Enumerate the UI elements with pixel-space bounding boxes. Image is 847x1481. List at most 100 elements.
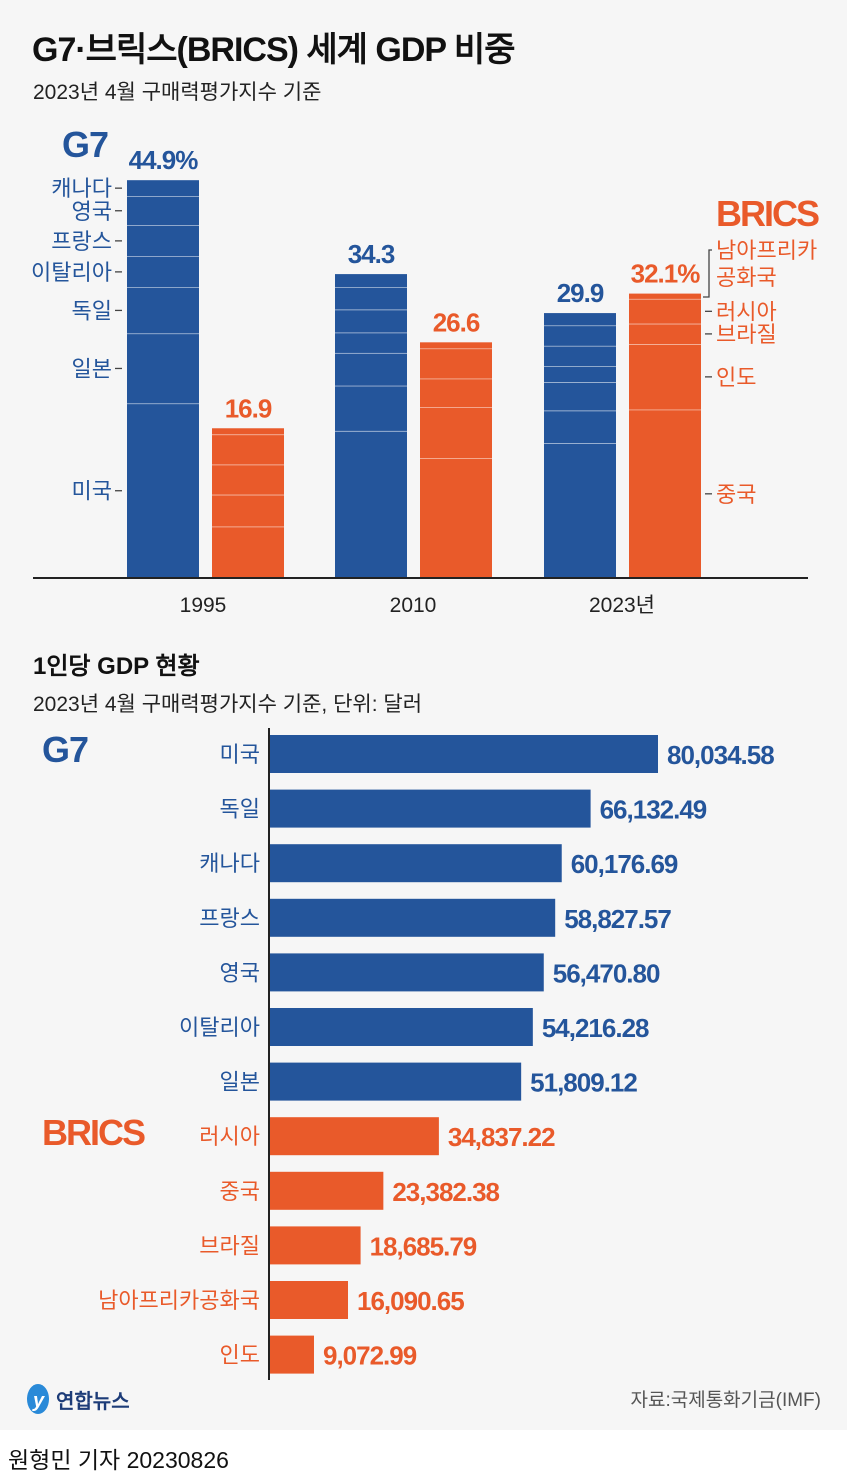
hbar-g7	[270, 1008, 533, 1046]
total-label: 34.3	[348, 239, 395, 269]
hbar-g7	[270, 1062, 522, 1101]
category-label: 러시아	[199, 1124, 260, 1149]
logo-globe-icon: y	[27, 1384, 49, 1414]
category-label: 브라질	[199, 1233, 260, 1258]
stacked-segment-g7	[544, 345, 616, 367]
segment-label-g7: 영국	[72, 199, 112, 224]
category-label: 남아프리카공화국	[98, 1288, 260, 1313]
stacked-segment-g7	[544, 443, 616, 578]
total-label: 16.9	[225, 393, 272, 423]
total-label: 44.9%	[129, 145, 199, 175]
stacked-segment-g7	[127, 180, 199, 197]
category-label: 중국	[220, 1179, 260, 1204]
segment-label-brics: 공화국	[716, 265, 777, 290]
chart-canvas: 44.9% 34.3 29.9 16.9 26.6 32.1% 1995 2010 2023년 G…	[31, 124, 821, 1380]
stacked-segment-g7	[335, 352, 407, 386]
segment-label-brics: 러시아	[716, 299, 777, 324]
yonhap-logo: y 연합뉴스	[24, 1383, 130, 1415]
value-label: 51,809.12	[530, 1068, 637, 1098]
category-label: 캐나다	[199, 851, 260, 876]
stacked-segment-g7	[335, 309, 407, 333]
hbar-g7	[270, 789, 591, 828]
total-label: 26.6	[433, 307, 480, 337]
x-tick-label: 2010	[390, 594, 437, 617]
stacked-segment-brics	[212, 428, 284, 435]
stacked-segment-brics	[629, 344, 701, 410]
stacked-segment-brics	[212, 464, 284, 495]
stacked-segment-g7	[127, 333, 199, 404]
stacked-segment-g7	[335, 287, 407, 310]
chart-subtitle: 2023년 4월 구매력평가지수 기준	[33, 81, 322, 104]
segment-label-g7: 독일	[72, 298, 112, 323]
hbar-brics	[270, 1226, 361, 1265]
stacked-segment-g7	[127, 225, 199, 257]
stacked-segment-brics	[212, 526, 284, 578]
hbar-g7	[270, 735, 658, 773]
segment-label-g7: 캐나다	[51, 176, 112, 201]
value-label: 16,090.65	[357, 1286, 464, 1316]
stacked-segment-g7	[127, 256, 199, 288]
total-label: 29.9	[557, 278, 604, 308]
logo-text: 연합뉴스	[56, 1390, 130, 1413]
stacked-segment-brics	[629, 293, 701, 299]
stacked-segment-g7	[335, 332, 407, 353]
legend-brics: BRICS	[716, 193, 819, 234]
segment-label-g7: 이탈리아	[31, 260, 112, 285]
byline: 원형민 기자 20230826	[8, 1447, 229, 1473]
legend-g7: G7	[62, 124, 108, 165]
stacked-segment-g7	[127, 287, 199, 334]
hbar-brics	[270, 1335, 314, 1374]
stacked-segment-brics	[629, 409, 701, 578]
value-label: 9,072.99	[323, 1341, 417, 1371]
chart-title: G7·브릭스(BRICS) 세계 GDP 비중	[32, 31, 515, 69]
group-label-brics: BRICS	[42, 1112, 145, 1153]
stacked-segment-g7	[544, 325, 616, 346]
category-label: 영국	[220, 960, 260, 985]
value-label: 66,132.49	[600, 795, 707, 825]
category-label: 미국	[220, 742, 260, 767]
segment-label-brics: 인도	[716, 365, 756, 390]
hbar-brics	[270, 1117, 439, 1156]
category-label: 인도	[220, 1343, 260, 1368]
stacked-segment-brics	[629, 323, 701, 345]
value-label: 23,382.38	[392, 1177, 499, 1207]
x-tick-label: 1995	[180, 594, 227, 617]
segment-label-brics: 중국	[716, 482, 756, 507]
segment-label-g7: 미국	[72, 479, 112, 504]
category-label: 일본	[220, 1070, 260, 1095]
stacked-segment-brics	[420, 458, 492, 578]
value-label: 58,827.57	[564, 904, 671, 934]
stacked-segment-g7	[544, 313, 616, 326]
source-note: 자료:국제통화기금(IMF)	[630, 1390, 822, 1411]
segment-label-g7: 프랑스	[51, 229, 112, 254]
value-label: 34,837.22	[448, 1122, 555, 1152]
total-label: 32.1%	[631, 259, 701, 289]
hbar-brics	[270, 1281, 349, 1319]
svg-text:y: y	[32, 1390, 45, 1412]
per-capita-subtitle: 2023년 4월 구매력평가지수 기준, 단위: 달러	[33, 693, 423, 716]
category-label: 이탈리아	[179, 1015, 260, 1040]
stacked-segment-brics	[212, 494, 284, 527]
stacked-segment-g7	[335, 385, 407, 431]
stacked-segment-brics	[420, 407, 492, 459]
stacked-segment-g7	[335, 430, 407, 578]
stacked-segment-brics	[629, 298, 701, 324]
x-tick-label: 2023년	[589, 594, 655, 617]
hbar-g7	[270, 953, 544, 992]
value-label: 18,685.79	[370, 1231, 477, 1261]
value-label: 60,176.69	[571, 849, 678, 879]
hbar-g7	[270, 898, 556, 937]
value-label: 54,216.28	[542, 1013, 649, 1043]
category-label: 독일	[220, 797, 260, 822]
stacked-segment-g7	[335, 274, 407, 288]
stacked-segment-g7	[127, 196, 199, 226]
group-label-g7: G7	[42, 729, 88, 770]
stacked-segment-g7	[544, 382, 616, 411]
segment-label-brics: 남아프리카	[716, 238, 817, 263]
per-capita-title: 1인당 GDP 현황	[33, 653, 200, 680]
stacked-segment-g7	[544, 410, 616, 444]
stacked-segment-brics	[420, 348, 492, 379]
value-label: 56,470.80	[553, 958, 660, 988]
hbar-g7	[270, 844, 562, 883]
hbar-brics	[270, 1171, 384, 1210]
